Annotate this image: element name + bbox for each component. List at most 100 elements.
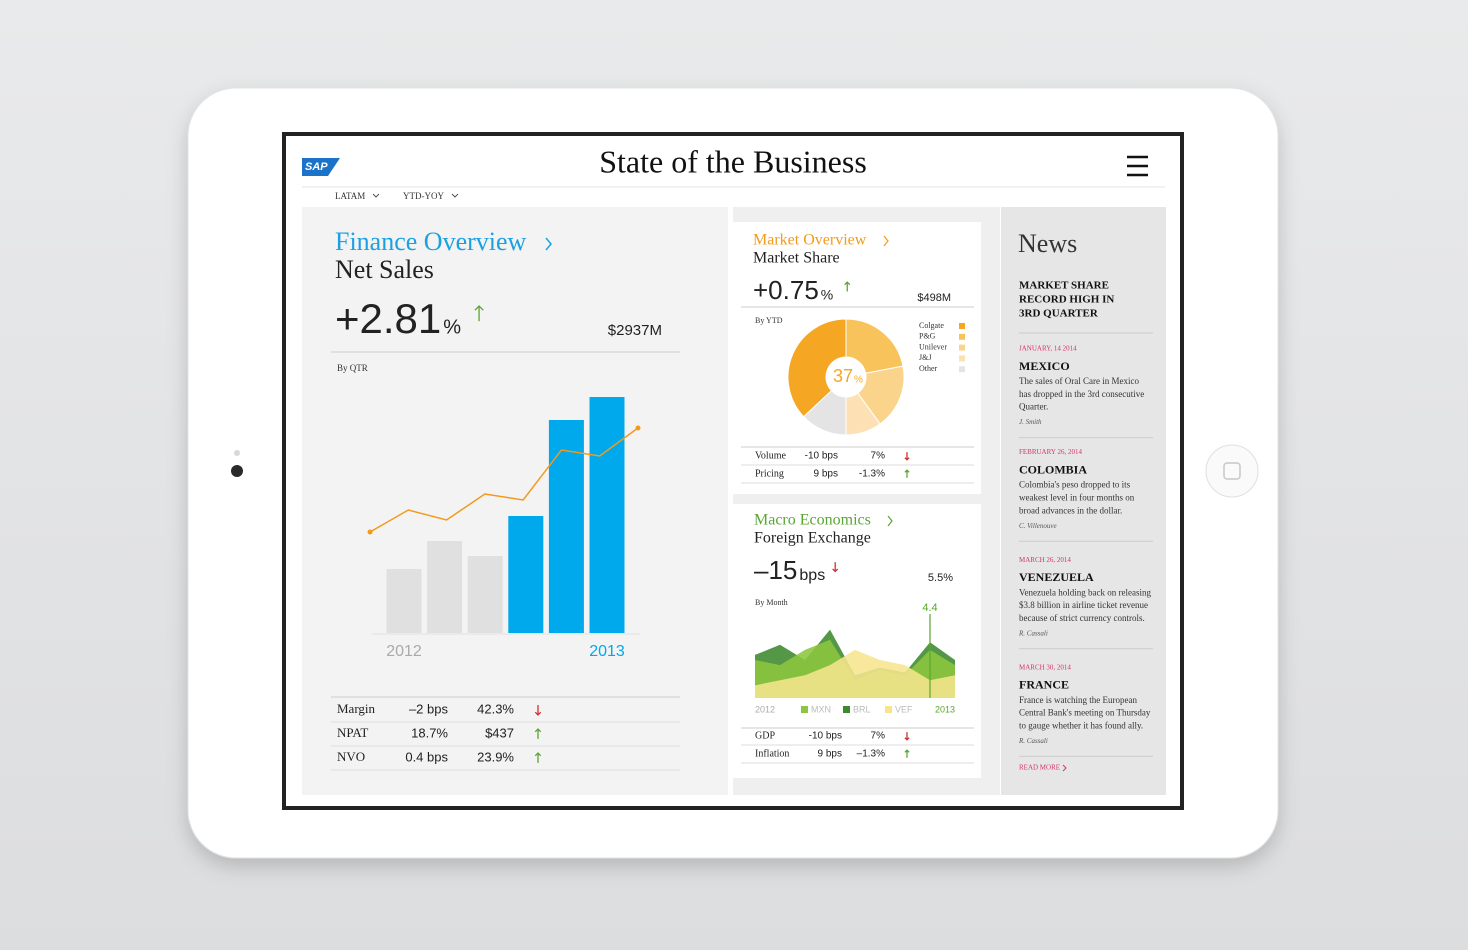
dropdown-chevron[interactable]	[372, 193, 380, 198]
read-more[interactable]: READ MORE	[1019, 764, 1060, 772]
x-tick-label: 2013	[589, 643, 625, 660]
news-item-title[interactable]: VENEZUELA	[1019, 570, 1094, 584]
trend-arrow	[534, 705, 542, 716]
row-value: 7%	[871, 451, 886, 462]
bar	[548, 420, 584, 633]
menu-button[interactable]	[1127, 155, 1148, 177]
legend-label: Other	[919, 364, 938, 373]
bar	[589, 397, 625, 633]
filter[interactable]: YTD-YOY	[403, 191, 444, 201]
row-value: –1.3%	[857, 749, 885, 760]
headline-value: +2.81	[335, 295, 441, 342]
news-body: to gauge whether it has found ally.	[1019, 720, 1143, 730]
pie-slice	[845, 318, 904, 374]
row-label: Volume	[755, 450, 786, 461]
macro-card	[733, 504, 981, 778]
section-link[interactable]: Finance Overview	[335, 227, 527, 256]
news-body: has dropped in the 3rd consecutive	[1019, 389, 1144, 399]
bar	[427, 541, 463, 633]
news-body: Central Bank's meeting on Thursday	[1019, 708, 1151, 718]
legend-swatch	[885, 706, 892, 713]
legend-swatch	[959, 333, 965, 340]
legend-swatch	[959, 344, 965, 351]
bar	[467, 556, 503, 633]
page-title: State of the Business	[599, 143, 867, 179]
home-button[interactable]	[1205, 444, 1259, 498]
news-headline: MARKET SHARE	[1019, 280, 1109, 292]
x-tick-label: 2012	[755, 704, 775, 714]
news-date: MARCH 26, 2014	[1019, 556, 1071, 564]
row-change: 0.4 bps	[405, 749, 448, 764]
news-date: JANUARY, 14 2014	[1019, 345, 1077, 353]
news-date: MARCH 30, 2014	[1019, 663, 1071, 671]
news-body: Venezuela holding back on releasing	[1019, 587, 1151, 597]
legend-label: J&J	[919, 353, 931, 362]
news-body: Quarter.	[1019, 402, 1048, 412]
chart-caption: By Month	[755, 598, 788, 607]
row-label: NVO	[337, 749, 365, 764]
link-chevron[interactable]	[545, 237, 552, 251]
pie-center-unit: %	[854, 375, 863, 386]
headline-unit: %	[443, 317, 461, 339]
read-more-chevron[interactable]	[1062, 764, 1067, 772]
trend-line	[369, 427, 639, 533]
headline-unit: bps	[799, 567, 825, 584]
trend-arrow	[534, 728, 542, 739]
section-title: Foreign Exchange	[754, 530, 871, 547]
row-value: 42.3%	[477, 701, 514, 716]
row-change: 9 bps	[818, 749, 842, 760]
chart-caption: By QTR	[337, 363, 368, 373]
headline-total: 5.5%	[928, 572, 953, 584]
pie-slice	[787, 318, 847, 418]
legend-label: Colgate	[919, 321, 944, 330]
area	[755, 649, 955, 698]
news-author: C. Villenouve	[1019, 522, 1057, 530]
news-body: The sales of Oral Care in Mexico	[1019, 376, 1139, 386]
line-end	[367, 529, 373, 535]
home-icon	[1223, 462, 1241, 480]
section-link[interactable]: Market Overview	[753, 232, 867, 249]
row-change: –2 bps	[409, 701, 449, 716]
trend-arrow	[832, 562, 839, 573]
news-headline: RECORD HIGH IN	[1019, 294, 1114, 306]
section-title: Market Share	[753, 250, 840, 267]
row-label: Margin	[337, 701, 376, 716]
legend-swatch	[959, 355, 965, 362]
row-label: NPAT	[337, 725, 368, 740]
chart-caption: By YTD	[755, 316, 783, 325]
row-label: Pricing	[755, 468, 784, 479]
news-item-title[interactable]: FRANCE	[1019, 678, 1069, 692]
news-body: weakest level in four months on	[1019, 492, 1135, 502]
logo-text: SAP	[305, 161, 328, 173]
filter[interactable]: LATAM	[335, 191, 365, 201]
row-label: GDP	[755, 730, 775, 741]
link-chevron[interactable]	[883, 235, 889, 247]
row-change: 18.7%	[411, 725, 448, 740]
news-date: FEBRUARY 26, 2014	[1019, 448, 1082, 456]
row-value: 7%	[871, 731, 886, 742]
row-value: -1.3%	[859, 469, 885, 480]
trend-arrow	[534, 752, 542, 763]
row-label: Inflation	[755, 748, 789, 759]
dropdown-chevron[interactable]	[451, 193, 459, 198]
news-body: broad advances in the dollar.	[1019, 505, 1122, 515]
news-body: Colombia's peso dropped to its	[1019, 480, 1131, 490]
news-title: News	[1018, 229, 1077, 258]
legend-label: BRL	[853, 704, 871, 714]
news-author: J. Smith	[1019, 418, 1042, 426]
trend-arrow	[904, 732, 910, 741]
section-title: Net Sales	[335, 255, 434, 284]
news-headline: 3RD QUARTER	[1019, 308, 1099, 320]
news-body: France is watching the European	[1019, 695, 1137, 705]
news-author: R. Cassali	[1018, 629, 1048, 637]
x-tick-label: 2012	[386, 643, 422, 660]
link-chevron[interactable]	[887, 515, 893, 527]
sensor	[234, 450, 240, 456]
news-item-title[interactable]: MEXICO	[1019, 359, 1070, 373]
row-value: $437	[485, 725, 514, 740]
news-item-title[interactable]: COLOMBIA	[1019, 462, 1087, 476]
section-link[interactable]: Macro Economics	[754, 512, 871, 529]
legend-label: MXN	[811, 704, 831, 714]
trend-arrow	[904, 469, 910, 478]
